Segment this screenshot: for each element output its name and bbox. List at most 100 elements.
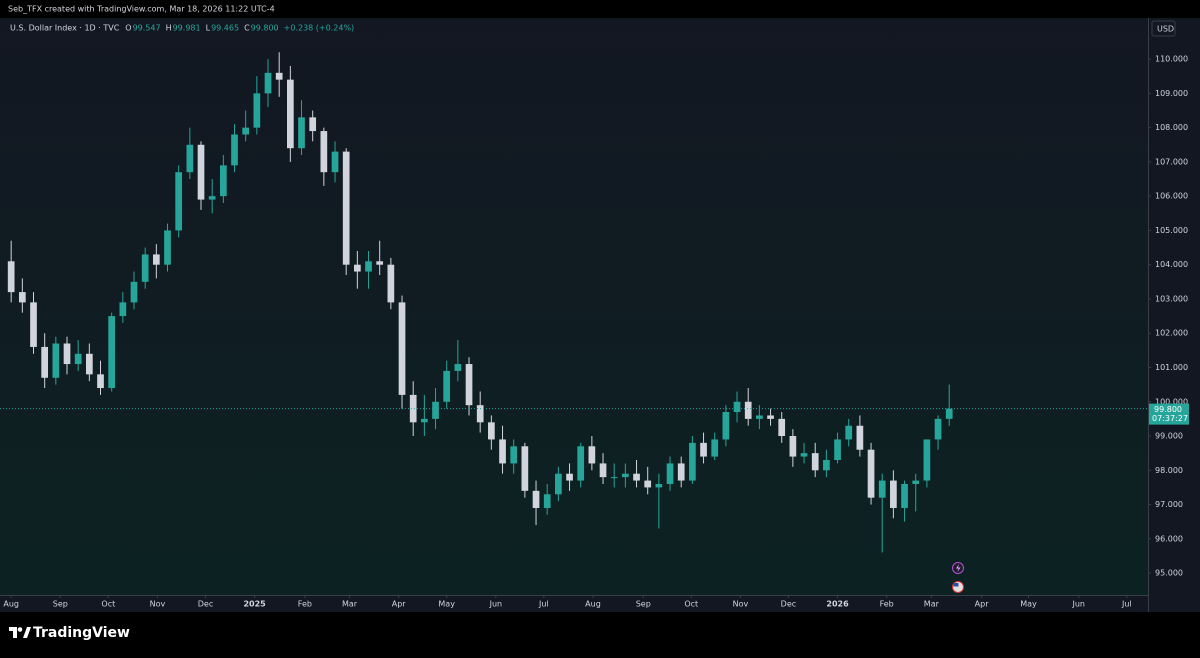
candle-body [945,408,953,419]
candle-body [409,394,417,423]
candle-body [443,370,451,402]
candle-body [130,281,138,303]
y-tick-label: 105.000 [1155,226,1188,235]
candle-body [253,93,261,128]
x-tick-label: Jul [1121,600,1132,609]
x-tick-label: Jun [489,600,503,609]
candle-body [264,72,272,94]
candle-body [432,401,439,419]
candles [7,52,953,553]
candle-body [398,302,406,395]
candle-body [823,460,830,471]
candle-body [309,117,317,132]
y-tick-label: 108.000 [1155,123,1188,132]
candle-body [555,473,562,495]
x-tick-label: Oct [101,600,115,609]
candle-body [834,439,841,461]
event-icon [956,564,961,572]
candle-body [543,494,551,508]
x-tick-label: Apr [975,600,990,609]
quote-value: 99.981 [173,24,201,33]
candle-body [566,473,573,481]
candle-body [890,480,897,508]
candle-body [811,453,819,471]
candle-body [722,412,730,440]
candle-body [298,117,305,149]
candle-body [30,302,37,347]
candle-body [733,401,741,413]
candle-body [867,449,875,498]
candle-body [320,131,328,173]
candle-body [287,79,294,149]
candle-body [365,261,372,272]
quote-value: 99.800 [251,24,279,33]
y-tick-label: 102.000 [1155,329,1188,338]
candle-body [387,264,395,303]
x-tick-label: 2025 [243,600,266,609]
candle-body [744,401,752,419]
quote-change: +0.238 (+0.24%) [284,24,355,33]
y-tick-label: 95.000 [1155,569,1183,578]
candle-body [208,196,216,200]
x-tick-label: Feb [298,600,312,609]
credit: Seb_TFX created with TradingView.com, Ma… [8,5,275,14]
candle-body [7,261,15,293]
candle-body [756,415,763,419]
x-tick-label: Feb [880,600,894,609]
candle-body [197,144,205,200]
candle-body [108,316,116,389]
x-tick-label: Mar [342,600,358,609]
candle-body [934,418,942,440]
y-tick-label: 104.000 [1155,260,1188,269]
candle-body [41,346,49,378]
y-tick-label: 97.000 [1155,500,1183,509]
candle-body [141,254,149,282]
candle-body [845,425,853,440]
candle-body [644,480,652,488]
candle-body [275,72,283,80]
candle-body [488,422,495,440]
x-tick-label: Jun [1072,600,1086,609]
candle-body [421,418,428,423]
currency: USD [1157,25,1174,34]
candle-body [465,364,473,406]
candle-body [376,261,384,265]
candle-body [499,439,506,464]
candle-body [633,473,640,481]
x-tick-label: Aug [585,600,601,609]
candle-body [711,439,719,457]
x-tick-label: Sep [53,600,68,609]
x-tick-label: May [438,600,455,609]
price-axis [1148,18,1200,595]
candle-body [119,302,127,317]
y-tick-label: 103.000 [1155,294,1188,303]
quote: O 99.547 H 99.981 L 99.465 C 99.800 +0.238 (+0.2… [125,24,354,33]
time-axis [0,595,1200,612]
y-tick-label: 109.000 [1155,89,1188,98]
y-tick-label: 100.000 [1155,397,1188,406]
candle-body [18,292,26,303]
candle-body [219,165,227,197]
candle-body [342,151,350,265]
x-tick-label: 2026 [826,600,849,609]
quote-label: H [166,24,172,33]
y-tick-label: 106.000 [1155,192,1188,201]
quote-label: C [244,24,250,33]
candle-body [97,374,104,389]
candle-body [677,463,685,481]
candle-body [588,446,596,464]
x-tick-label: Dec [198,600,213,609]
y-tick-label: 98.000 [1155,466,1183,475]
plot-area [0,18,1148,595]
candle-body [85,353,93,375]
last-price-label: 99.800 [1154,405,1182,414]
candle-body [599,463,607,478]
quote-value: 99.465 [211,24,239,33]
candle-body [577,446,585,481]
y-tick-label: 99.000 [1155,432,1183,441]
candle-body [231,134,238,166]
candle-body [476,405,484,423]
candle-body [152,254,160,265]
candle-body [331,151,339,173]
